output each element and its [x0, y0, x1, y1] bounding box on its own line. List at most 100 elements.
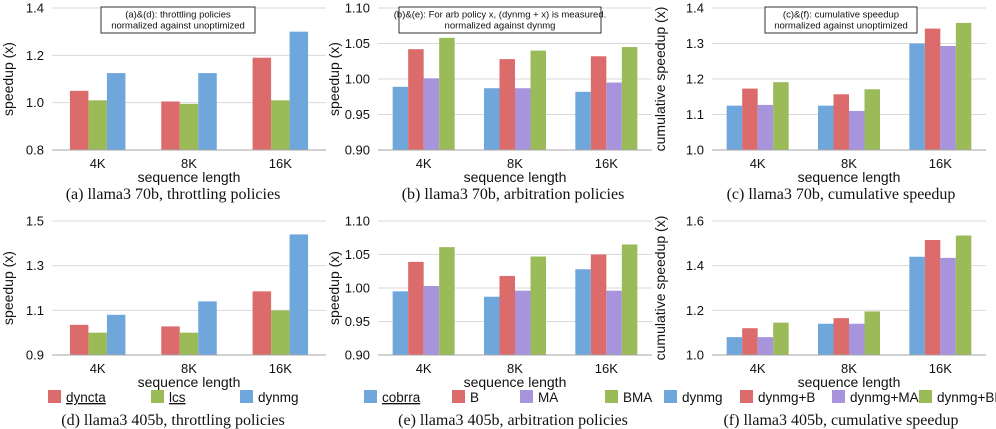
bar-cobrra-16K — [575, 91, 591, 150]
y-tick-label: 1.0 — [26, 95, 44, 110]
bar-dynmg-BMA-4K — [773, 322, 789, 355]
bar-dynmg-B-8K — [833, 94, 849, 150]
figure-caption: (a) llama3 70b, throttling policies — [66, 186, 281, 203]
annotation-box — [764, 6, 918, 34]
x-axis-label: sequence length — [138, 374, 241, 390]
bar-dyncta-8K — [161, 326, 180, 355]
chart-e: 0.90 0.95 1.00 1.05 1.10 4K 8K 16K sequence leng… — [326, 214, 652, 429]
bar-dynmg-MA-4K — [757, 104, 774, 150]
x-axis-label: sequence length — [464, 169, 567, 185]
bar-dynmg-4K — [106, 73, 126, 150]
y-tick-label: 1.00 — [345, 281, 370, 296]
legend-swatch — [605, 390, 618, 403]
bar-dynmg-4K — [726, 105, 743, 150]
bar-BMA-16K — [621, 47, 638, 150]
bar-lcs-4K — [88, 332, 107, 355]
x-tick-label: 16K — [929, 156, 952, 171]
y-tick-label: 1.4 — [686, 258, 704, 273]
x-axis-label: sequence length — [798, 374, 901, 390]
y-tick-label: 1.4 — [26, 1, 44, 16]
x-tick-label: 8K — [507, 156, 523, 171]
bar-MA-4K — [423, 285, 440, 355]
y-axis-label: cumulative speedup (x) — [652, 7, 668, 152]
y-tick-label: 1.3 — [686, 36, 704, 51]
annotation-box — [398, 6, 602, 34]
bar-dynmg-MA-16K — [940, 45, 956, 150]
bar-dynmg-16K — [289, 31, 309, 151]
annotation-text: (a)&(d): throttling policies — [125, 10, 231, 21]
y-tick-label: 0.90 — [345, 348, 370, 363]
bar-cobrra-4K — [392, 86, 409, 150]
bar-BMA-16K — [621, 244, 638, 355]
x-tick-label: 16K — [269, 156, 292, 171]
y-tick-label: 1.5 — [26, 214, 44, 229]
y-axis-label: speedup (x) — [326, 42, 342, 116]
bar-dyncta-8K — [161, 101, 180, 150]
bar-B-4K — [408, 261, 424, 355]
bar-MA-16K — [606, 290, 622, 355]
x-tick-label: 4K — [90, 156, 106, 171]
bar-dynmg-4K — [106, 314, 126, 355]
x-axis-label: sequence length — [138, 169, 241, 185]
y-tick-label: 0.9 — [26, 348, 44, 363]
x-tick-label: 16K — [269, 361, 292, 376]
bar-cobrra-8K — [484, 296, 500, 355]
y-tick-label: 1.2 — [686, 303, 704, 318]
legend-swatch — [240, 390, 253, 403]
legend-swatch — [151, 390, 164, 403]
annotation-text: normalized against dynmg — [445, 21, 556, 32]
bar-B-16K — [590, 56, 607, 150]
y-tick-label: 1.2 — [686, 72, 704, 87]
legend-label: dynmg+B — [758, 390, 815, 405]
bar-dynmg-MA-4K — [757, 337, 774, 355]
bar-MA-4K — [423, 78, 440, 150]
y-tick-label: 1.00 — [345, 72, 370, 87]
legend-label: B — [470, 390, 479, 405]
y-axis-label: cumulative speedup (x) — [652, 216, 668, 361]
bar-dynmg-16K — [289, 234, 309, 355]
x-tick-label: 8K — [841, 361, 857, 376]
y-axis-label: speedup (x) — [326, 251, 342, 325]
legend-label: dynmg — [682, 390, 723, 405]
x-tick-label: 16K — [595, 156, 618, 171]
figure-caption: (e) llama3 405b, arbitration policies — [398, 412, 628, 429]
bar-dynmg-BMA-16K — [955, 22, 972, 150]
bar-dyncta-16K — [252, 291, 272, 355]
bar-dynmg-4K — [726, 337, 743, 355]
legend-label: dynmg+BMA — [937, 390, 996, 405]
figure-caption: (c) llama3 70b, cumulative speedup — [727, 186, 956, 203]
x-axis-label: sequence length — [464, 374, 567, 390]
legend-arbitration: cobrra B MA BMA — [364, 390, 652, 405]
chart-c: 1.0 1.1 1.2 1.3 1.4 4K 8K 16K sequence length cum… — [652, 1, 986, 203]
chart-a: 0.8 1.0 1.2 1.4 4K 8K 16K sequence length speedu… — [0, 1, 326, 203]
bar-dynmg-MA-8K — [849, 323, 865, 355]
legend-cumulative: dynmg dynmg+B dynmg+MA dynmg+BMA — [664, 390, 996, 405]
bar-dynmg-8K — [818, 323, 834, 355]
y-tick-label: 1.2 — [26, 48, 44, 63]
bar-dynmg-B-4K — [742, 328, 758, 355]
y-tick-label: 1.0 — [686, 143, 704, 158]
y-tick-label: 1.10 — [345, 1, 370, 16]
bar-dynmg-MA-8K — [849, 110, 865, 150]
legend-swatch — [48, 390, 61, 403]
bar-B-8K — [499, 275, 515, 355]
bar-dyncta-4K — [69, 324, 89, 355]
annotation-text: normalized against unoptimized — [111, 21, 245, 32]
bar-dynmg-MA-16K — [940, 257, 956, 355]
legend-swatch — [740, 390, 753, 403]
y-axis-label: speedup (x) — [0, 251, 16, 325]
x-tick-label: 4K — [750, 156, 766, 171]
bar-dynmg-8K — [198, 73, 217, 150]
bar-BMA-8K — [530, 50, 546, 150]
bar-dynmg-8K — [818, 105, 834, 150]
y-tick-label: 1.4 — [686, 1, 704, 16]
y-tick-label: 0.95 — [345, 107, 370, 122]
bar-MA-8K — [515, 88, 531, 150]
y-tick-label: 1.0 — [686, 348, 704, 363]
y-tick-label: 0.90 — [345, 143, 370, 158]
chart-f: 1.0 1.2 1.4 1.6 4K 8K 16K sequence length cumula… — [652, 214, 986, 429]
bar-MA-8K — [515, 290, 531, 355]
bar-lcs-16K — [271, 100, 290, 150]
legend-label: dynmg+MA — [850, 390, 919, 405]
x-tick-label: 4K — [90, 361, 106, 376]
